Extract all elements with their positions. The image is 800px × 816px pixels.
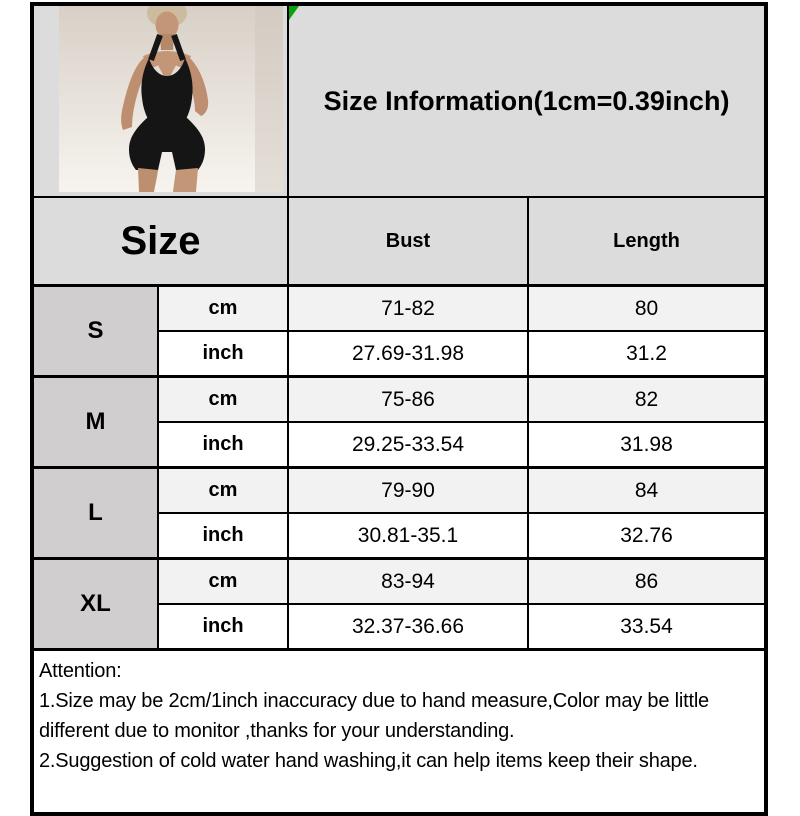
size-info-title: Size Information(1cm=0.39inch) [323,85,730,116]
bust-value: 32.37-36.66 [287,603,529,651]
table-row-m-inch: inch 29.25-33.54 31.98 [32,421,768,469]
bust-value: 83-94 [287,557,529,605]
length-value: 33.54 [526,603,768,651]
size-chart-sheet: Size Information(1cm=0.39inch) Size Bust… [30,2,769,816]
length-value: 82 [526,375,768,423]
size-label-xl: XL [31,557,159,651]
unit-label: inch [157,512,289,560]
product-photo [59,6,283,192]
table-row-l-cm: L cm 79-90 84 [31,466,768,560]
table-row-xl-inch: inch 32.37-36.66 33.54 [32,603,768,651]
length-value: 32.76 [526,512,768,560]
length-value: 80 [526,284,768,332]
size-info-header-cell: Size Information(1cm=0.39inch) [286,3,768,198]
column-header-length: Length [526,196,768,287]
size-label-m: M [31,375,159,469]
bust-value: 30.81-35.1 [287,512,529,560]
bust-value: 75-86 [287,375,529,423]
length-value: 84 [526,466,768,514]
table-row-m-cm: M cm 75-86 82 [31,375,768,469]
table-row-s-cm: S cm 71-82 80 [31,284,768,378]
attention-line-2: 2.Suggestion of cold water hand washing,… [39,750,698,772]
bust-value: 29.25-33.54 [287,421,529,469]
table-row-xl-cm: XL cm 83-94 86 [31,557,768,651]
table-row-s-inch: inch 27.69-31.98 31.2 [32,330,768,378]
attention-row: Attention: 1.Size may be 2cm/1inch inacc… [30,648,768,815]
unit-label: inch [157,603,289,651]
size-label-l: L [31,466,159,560]
unit-label: inch [157,330,289,378]
attention-note: Attention: 1.Size may be 2cm/1inch inacc… [30,648,768,815]
length-value: 31.98 [526,421,768,469]
bust-value: 27.69-31.98 [287,330,529,378]
model-in-black-romper-illustration [59,6,283,192]
unit-label: inch [157,421,289,469]
attention-line-1: 1.Size may be 2cm/1inch inaccuracy due t… [39,690,709,742]
size-table: Size Information(1cm=0.39inch) Size Bust… [30,2,769,816]
column-header-row: Size Bust Length [31,196,768,287]
unit-label: cm [157,284,289,332]
top-row: Size Information(1cm=0.39inch) [31,3,768,198]
unit-label: cm [157,375,289,423]
column-header-bust: Bust [287,196,529,287]
bust-value: 79-90 [287,466,529,514]
unit-label: cm [157,466,289,514]
length-value: 86 [526,557,768,605]
green-corner-marker-icon [290,6,299,19]
column-header-size: Size [31,196,289,287]
size-label-s: S [31,284,159,378]
attention-title: Attention: [39,660,122,682]
bust-value: 71-82 [287,284,529,332]
unit-label: cm [157,557,289,605]
product-photo-cell [31,3,289,198]
table-row-l-inch: inch 30.81-35.1 32.76 [32,512,768,560]
length-value: 31.2 [526,330,768,378]
